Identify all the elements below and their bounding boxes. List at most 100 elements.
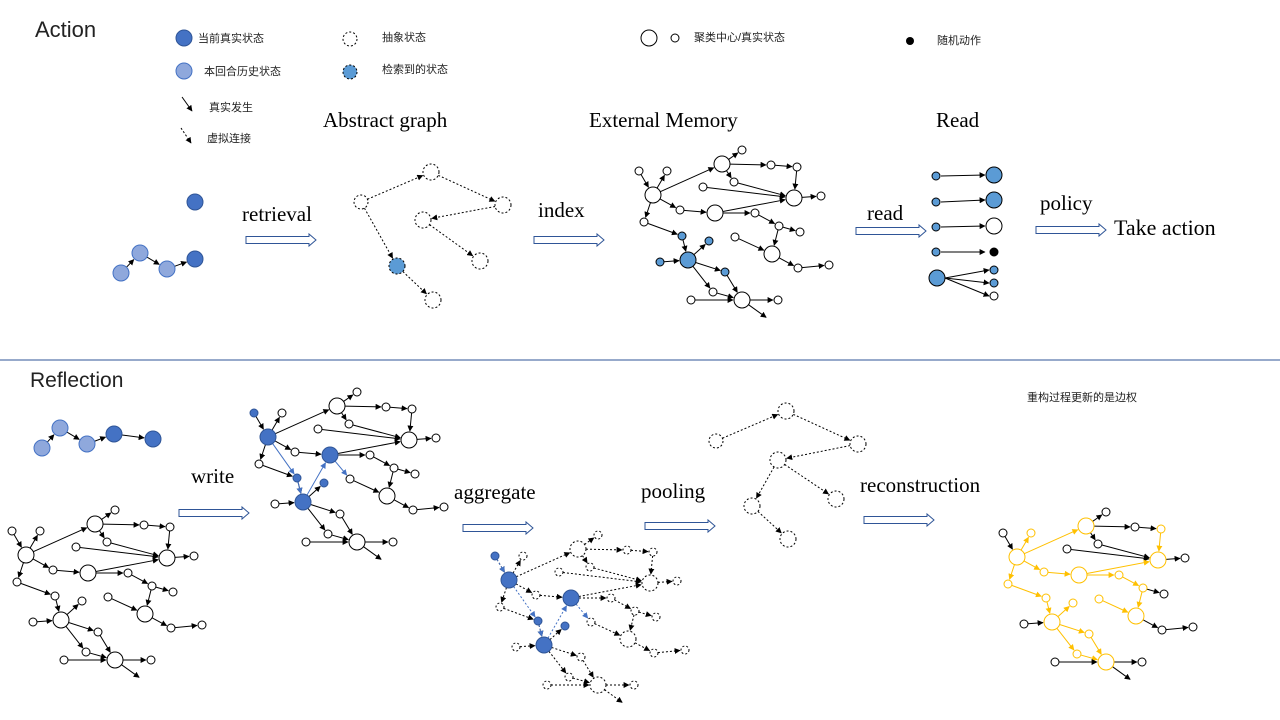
step-index-label: index bbox=[538, 198, 585, 222]
legend-retrieved-state-label: 检索到的状态 bbox=[382, 62, 448, 76]
abstract-graph-node bbox=[414, 211, 432, 229]
aggregate-graph-node bbox=[554, 567, 564, 577]
external-memory-graph-node bbox=[706, 204, 724, 222]
aggregate-graph-node bbox=[630, 606, 640, 616]
action-trajectory-node bbox=[112, 264, 130, 282]
external-memory-graph-edge bbox=[695, 261, 721, 272]
write-graph-node bbox=[431, 433, 441, 443]
aggregate-graph-edge bbox=[503, 607, 534, 621]
legend-real-edge-label: 真实发生 bbox=[209, 100, 253, 114]
aggregate-graph-node bbox=[619, 630, 637, 648]
action-trajectory-edge bbox=[126, 259, 135, 268]
aggregate-graph-edge bbox=[548, 650, 567, 674]
reflection-memory-graph-edge bbox=[32, 558, 50, 569]
reflection-memory-graph-edge bbox=[29, 534, 38, 549]
reconstruction-graph-edge bbox=[1089, 532, 1096, 541]
reconstruction-graph-node bbox=[1084, 629, 1094, 639]
legend-random-action-label: 随机动作 bbox=[937, 33, 981, 47]
aggregate-graph-node bbox=[672, 576, 682, 586]
index-arrow bbox=[533, 232, 605, 248]
external-memory-graph-node bbox=[713, 155, 731, 173]
reflection-memory-graph-node bbox=[17, 546, 35, 564]
reflection-memory-graph-edge bbox=[110, 542, 159, 558]
aggregate-graph-edge bbox=[604, 689, 623, 703]
external-memory-graph-edge bbox=[660, 167, 715, 193]
write-graph-node bbox=[292, 473, 302, 483]
abstract-graph-node bbox=[424, 291, 442, 309]
write-arrow bbox=[178, 505, 250, 521]
step-retrieval-label: retrieval bbox=[242, 202, 312, 226]
read-target-node bbox=[985, 217, 1003, 235]
reconstruction-graph-edge bbox=[1008, 564, 1015, 580]
reconstruction-note: 重构过程更新的是边权 bbox=[1027, 390, 1137, 404]
aggregate-graph-node bbox=[518, 551, 528, 561]
reflection-memory-graph-edge bbox=[145, 589, 152, 606]
pooling-graph-edge bbox=[722, 413, 779, 439]
write-graph-node bbox=[249, 408, 259, 418]
external-memory-graph-node bbox=[729, 177, 739, 187]
pooling-graph-edge bbox=[757, 511, 782, 534]
external-memory-graph-node bbox=[763, 245, 781, 263]
retrieval-arrow bbox=[245, 232, 317, 248]
aggregate-graph-node bbox=[629, 680, 639, 690]
aggregate-graph-edge bbox=[594, 623, 621, 636]
step-reconstruction-label: reconstruction bbox=[860, 473, 981, 497]
reconstruction-graph-node bbox=[1026, 528, 1036, 538]
reflection-memory-graph-node bbox=[139, 520, 149, 530]
external-memory-graph-node bbox=[750, 208, 760, 218]
write-graph-edge bbox=[373, 456, 391, 467]
reconstruction-graph-node bbox=[1094, 594, 1104, 604]
write-graph-node bbox=[294, 493, 312, 511]
external-memory-graph-edge bbox=[801, 193, 817, 200]
aggregate-graph-edge bbox=[648, 555, 655, 575]
read-source-node bbox=[931, 222, 941, 232]
aggregate-graph-edge bbox=[512, 559, 521, 574]
action-trajectory bbox=[112, 193, 204, 282]
reflection-memory-graph-node bbox=[146, 655, 156, 665]
read-arrow bbox=[855, 223, 927, 239]
reconstruction-graph-edge bbox=[1102, 600, 1129, 613]
reflection-memory-graph-edge bbox=[79, 546, 159, 560]
aggregate-graph-edge bbox=[638, 611, 652, 618]
legend-current-state-label: 当前真实状态 bbox=[198, 31, 264, 45]
write-graph-node bbox=[344, 419, 354, 429]
reflection-memory-graph-node bbox=[189, 551, 199, 561]
reconstruction-graph-node bbox=[1156, 524, 1166, 534]
step-take-action-label: Take action bbox=[1114, 215, 1216, 240]
reflection-memory-graph-node bbox=[52, 611, 70, 629]
write-graph-edge bbox=[331, 534, 349, 542]
section-action-label: Action bbox=[35, 17, 96, 42]
aggregate-graph-node bbox=[586, 617, 596, 627]
aggregate-graph-node bbox=[562, 589, 580, 607]
reconstruction-graph-node bbox=[1188, 622, 1198, 632]
aggregate-graph-edge bbox=[584, 537, 595, 545]
action-trajectory-node bbox=[131, 244, 149, 262]
aggregate-graph-node bbox=[648, 547, 658, 557]
aggregate-arrow bbox=[462, 520, 534, 536]
graphs-layer bbox=[7, 145, 1198, 703]
write-graph-node bbox=[270, 499, 280, 509]
reconstruction-graph-edge bbox=[1136, 591, 1143, 608]
write-graph-edge bbox=[341, 517, 353, 535]
external-memory-graph-node bbox=[675, 205, 685, 215]
step-aggregate-label: aggregate bbox=[454, 480, 536, 504]
reflection-memory-graph-node bbox=[102, 537, 112, 547]
external-memory-graph-node bbox=[730, 232, 740, 242]
external-memory-graph-edge bbox=[716, 292, 734, 300]
aggregate-graph-edge bbox=[578, 582, 642, 597]
write-graph bbox=[249, 387, 449, 560]
reconstruction-graph-edge bbox=[1023, 560, 1041, 571]
aggregate-graph-edge bbox=[516, 552, 571, 578]
external-memory-graph-node bbox=[785, 189, 803, 207]
write-graph-node bbox=[254, 459, 264, 469]
external-memory-graph-edge bbox=[647, 222, 678, 236]
reconstruction-graph-edge bbox=[1020, 536, 1029, 551]
write-graph-node bbox=[259, 428, 277, 446]
legend-cluster-center-small-icon bbox=[670, 33, 680, 43]
external-memory-graph-edge bbox=[774, 163, 793, 170]
read-source-node bbox=[931, 171, 941, 181]
abstract-graph-edge bbox=[438, 174, 496, 202]
abstract-graph-edge bbox=[431, 205, 496, 221]
read-target-node bbox=[989, 265, 999, 275]
write-graph-node bbox=[323, 529, 333, 539]
